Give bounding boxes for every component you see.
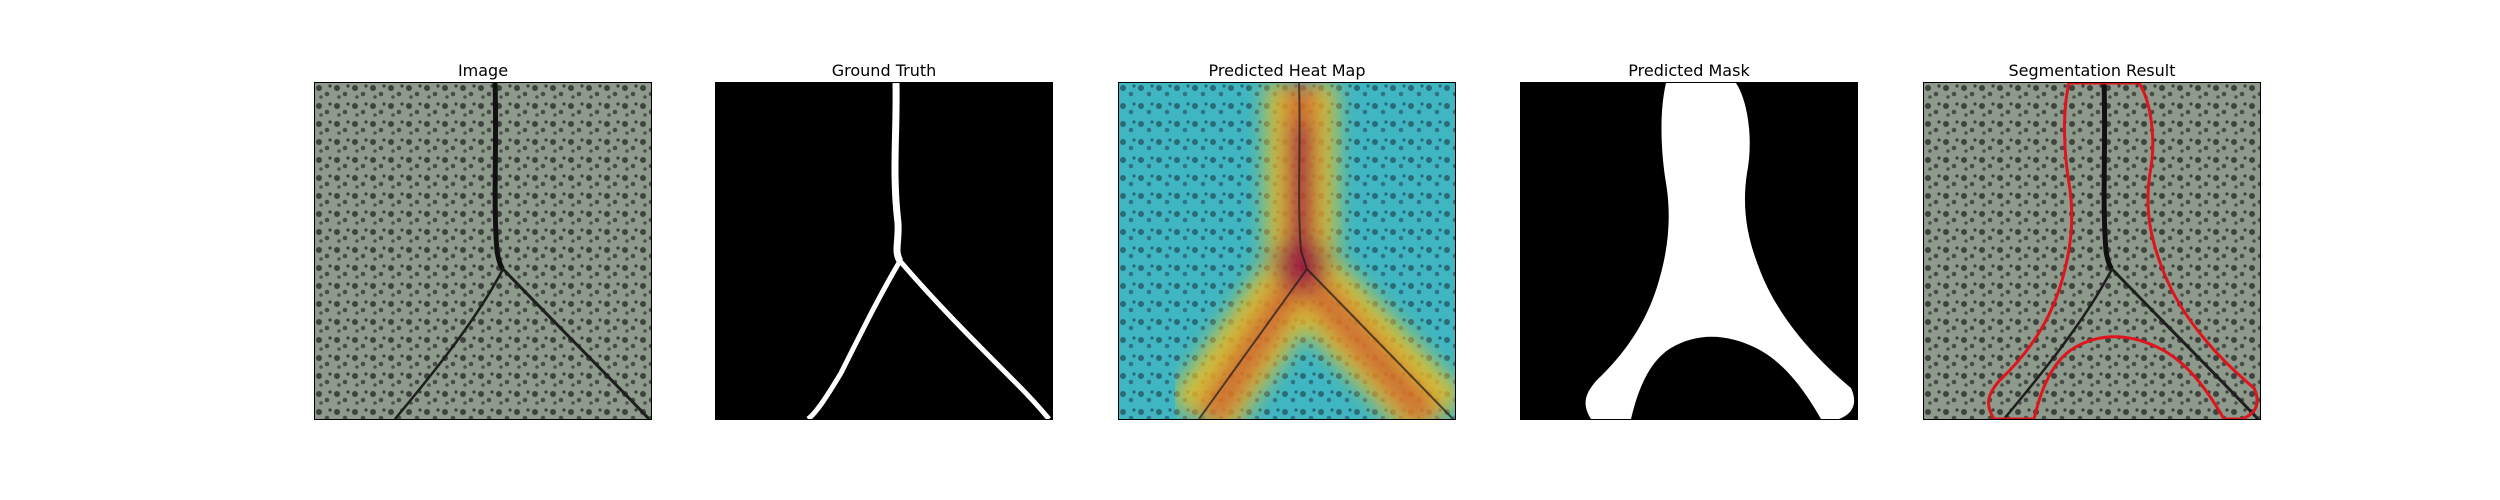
panel-heat-map: Predicted Heat Map [1118, 60, 1456, 420]
panel-ground-truth: Ground Truth [715, 60, 1053, 420]
panel-title-image: Image [457, 61, 509, 80]
segmentation-result [1923, 82, 2261, 420]
panel-title-segmentation-result: Segmentation Result [2008, 61, 2176, 80]
predicted-mask [1520, 82, 1858, 420]
panel-title-ground-truth: Ground Truth [831, 61, 937, 80]
panel-predicted-mask: Predicted Mask [1520, 60, 1858, 420]
ground-truth-mask [715, 82, 1053, 420]
panel-segmentation-result: Segmentation Result [1923, 60, 2261, 420]
panel-image: Image [314, 60, 652, 420]
predicted-heat-map [1118, 82, 1456, 420]
input-image [314, 82, 652, 420]
panel-title-predicted-mask: Predicted Mask [1628, 61, 1750, 80]
panel-title-heat-map: Predicted Heat Map [1208, 61, 1366, 80]
